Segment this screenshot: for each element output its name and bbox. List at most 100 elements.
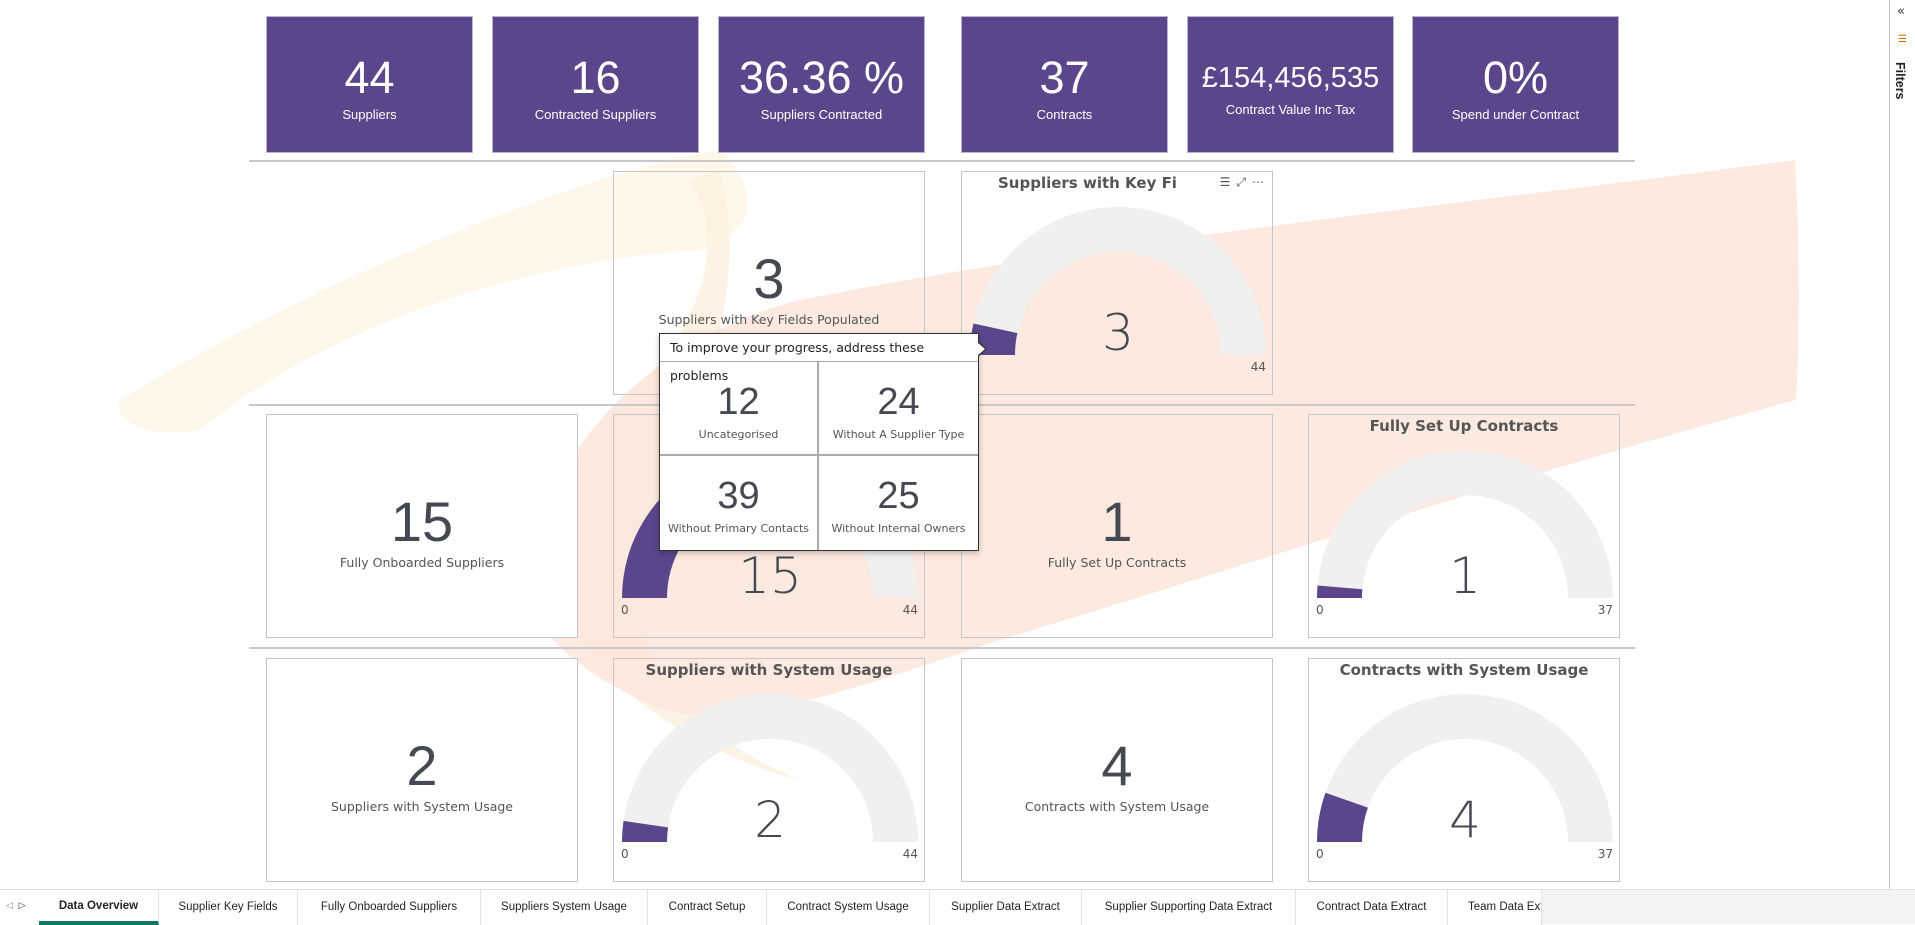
- gauge-track: [1317, 450, 1613, 598]
- gauge-max: 44: [1250, 360, 1266, 374]
- kpi-suppliers-contracted[interactable]: 36.36 % Suppliers Contracted: [718, 16, 925, 153]
- tab-contract-data-extract[interactable]: Contract Data Extract: [1296, 890, 1448, 925]
- tab-supplier-data-extract[interactable]: Supplier Data Extract: [930, 890, 1082, 925]
- filter-icon: ☰: [1898, 34, 1907, 45]
- kpi-label: Suppliers: [342, 107, 397, 122]
- filters-pane[interactable]: « ☰ Filters: [1889, 0, 1915, 889]
- tab-contract-setup[interactable]: Contract Setup: [648, 890, 767, 925]
- gauge-value: 15: [738, 547, 802, 605]
- card-setup[interactable]: 1 Fully Set Up Contracts: [961, 414, 1273, 638]
- tab-scroll-left-icon[interactable]: ◁: [6, 901, 13, 911]
- tooltip-pointer: [977, 341, 987, 357]
- kpi-contracts[interactable]: 37 Contracts: [961, 16, 1168, 153]
- tab-supplier-supporting-data-extract[interactable]: Supplier Supporting Data Extract: [1082, 890, 1296, 925]
- kpi-label: Spend under Contract: [1451, 107, 1580, 122]
- gauge-fill: [622, 820, 669, 842]
- gauge-chart: 3: [970, 207, 1266, 362]
- background-swoosh: [118, 150, 1799, 780]
- focus-mode-icon[interactable]: ⤢: [1236, 175, 1246, 189]
- card-label: Suppliers with System Usage: [330, 799, 513, 814]
- page-tabs: ◁ ▷ Data Overview Supplier Key Fields Fu…: [0, 889, 1915, 925]
- gauge-contract-usage[interactable]: 4 Contracts with System Usage 0 37: [1308, 658, 1620, 882]
- card-label: Fully Set Up Contracts: [1047, 555, 1187, 570]
- kpi-contracted-suppliers[interactable]: 16 Contracted Suppliers: [492, 16, 699, 153]
- kpi-label: Contract Value Inc Tax: [1225, 102, 1356, 117]
- card-label: Fully Onboarded Suppliers: [339, 555, 505, 570]
- tooltip-item-no-primary-contacts: 39 Without Primary Contacts: [660, 456, 819, 550]
- gauge-fill: [1317, 585, 1363, 598]
- tab-fully-onboarded-suppliers[interactable]: Fully Onboarded Suppliers: [298, 890, 481, 925]
- tooltip-item-uncategorised: 12 Uncategorised: [660, 362, 819, 456]
- gauge-value: 1: [1449, 547, 1481, 605]
- kpi-label: Suppliers Contracted: [760, 107, 883, 122]
- gauge-value: 2: [754, 791, 786, 849]
- tab-scroll-arrows[interactable]: ◁ ▷: [0, 890, 39, 925]
- tooltip-label: Without Primary Contacts: [667, 522, 810, 535]
- kpi-label: Contracted Suppliers: [534, 107, 657, 122]
- tooltip-value: 39: [717, 475, 760, 517]
- gauge-min: 0: [1316, 847, 1324, 861]
- tab-suppliers-system-usage[interactable]: Suppliers System Usage: [481, 890, 648, 925]
- filter-icon[interactable]: ☰: [1219, 175, 1231, 189]
- gauge-chart: 2: [622, 694, 918, 849]
- tooltip-label: Without Internal Owners: [831, 522, 966, 535]
- card-contract-usage[interactable]: 4 Contracts with System Usage: [961, 658, 1273, 882]
- kpi-label: Contracts: [1036, 107, 1093, 122]
- tooltip-item-no-supplier-type: 24 Without A Supplier Type: [819, 362, 978, 456]
- filters-label[interactable]: Filters: [1893, 62, 1907, 100]
- gauge-setup[interactable]: 1 Fully Set Up Contracts 0 37: [1308, 414, 1620, 638]
- kpi-spend-under-contract[interactable]: 0% Spend under Contract: [1412, 16, 1619, 153]
- gauge-fill: [1317, 792, 1368, 842]
- kpi-suppliers[interactable]: 44 Suppliers: [266, 16, 473, 153]
- gauge-chart: 4: [1317, 694, 1613, 849]
- gauge-title: Fully Set Up Contracts: [1369, 417, 1559, 435]
- gauge-supplier-usage[interactable]: 2 Suppliers with System Usage 0 44: [613, 658, 925, 882]
- divider: [249, 160, 1635, 162]
- kpi-value: £154,456,535: [1201, 62, 1380, 94]
- progress-tooltip: To improve your progress, address these …: [659, 333, 987, 551]
- gauge-value: 4: [1449, 791, 1481, 849]
- card-value: 15: [390, 490, 454, 553]
- tab-contract-system-usage[interactable]: Contract System Usage: [767, 890, 930, 925]
- card-value: 3: [753, 247, 785, 310]
- tooltip-value: 12: [717, 381, 760, 423]
- divider: [249, 647, 1635, 649]
- card-label: Suppliers with Key Fields Populated: [658, 312, 880, 327]
- kpi-value: 44: [344, 52, 395, 103]
- tab-data-overview[interactable]: Data Overview: [39, 890, 159, 925]
- card-value: 1: [1101, 490, 1133, 553]
- gauge-min: 0: [621, 603, 629, 617]
- tooltip-label: Without A Supplier Type: [832, 428, 965, 441]
- gauge-title: Contracts with System Usage: [1339, 661, 1589, 679]
- card-value: 4: [1101, 734, 1133, 797]
- gauge-min: 0: [621, 847, 629, 861]
- gauge-max: 44: [902, 603, 918, 617]
- tooltip-item-no-internal-owners: 25 Without Internal Owners: [819, 456, 978, 550]
- card-onboarded[interactable]: 15 Fully Onboarded Suppliers: [266, 414, 578, 638]
- card-value: 2: [406, 734, 438, 797]
- gauge-track: [970, 207, 1266, 355]
- tooltip-value: 25: [877, 475, 920, 517]
- kpi-value: 0%: [1482, 52, 1549, 103]
- tooltip-header: To improve your progress, address these …: [660, 334, 978, 383]
- tooltip-label: Uncategorised: [698, 428, 779, 441]
- kpi-value: 16: [570, 52, 621, 103]
- card-supplier-usage[interactable]: 2 Suppliers with System Usage: [266, 658, 578, 882]
- gauge-title: Suppliers with Key Fields Po: [998, 174, 1176, 192]
- card-label: Contracts with System Usage: [1024, 799, 1210, 814]
- collapse-chevron-icon[interactable]: «: [1897, 4, 1905, 19]
- gauge-track: [622, 694, 918, 842]
- tab-scroll-right-icon[interactable]: ▷: [18, 901, 26, 911]
- tab-supplier-key-fields[interactable]: Supplier Key Fields: [159, 890, 298, 925]
- gauge-track: [1317, 694, 1613, 842]
- kpi-contract-value[interactable]: £154,456,535 Contract Value Inc Tax: [1187, 16, 1394, 153]
- more-options-icon[interactable]: ⋯: [1252, 175, 1264, 189]
- gauge-max: 37: [1597, 847, 1613, 861]
- card-key-fields[interactable]: 3 Suppliers with Key Fields Populated: [613, 171, 925, 395]
- visual-header: ☰ ⤢ ⋯: [1211, 175, 1266, 190]
- tab-team-data-extract[interactable]: Team Data Ext: [1448, 890, 1542, 925]
- tooltip-value: 24: [877, 381, 920, 423]
- gauge-chart: 1: [1317, 450, 1613, 605]
- gauge-key-fields[interactable]: 3 Suppliers with Key Fields Po ☰ ⤢ ⋯ 44: [961, 171, 1273, 395]
- gauge-value: 3: [1102, 304, 1134, 362]
